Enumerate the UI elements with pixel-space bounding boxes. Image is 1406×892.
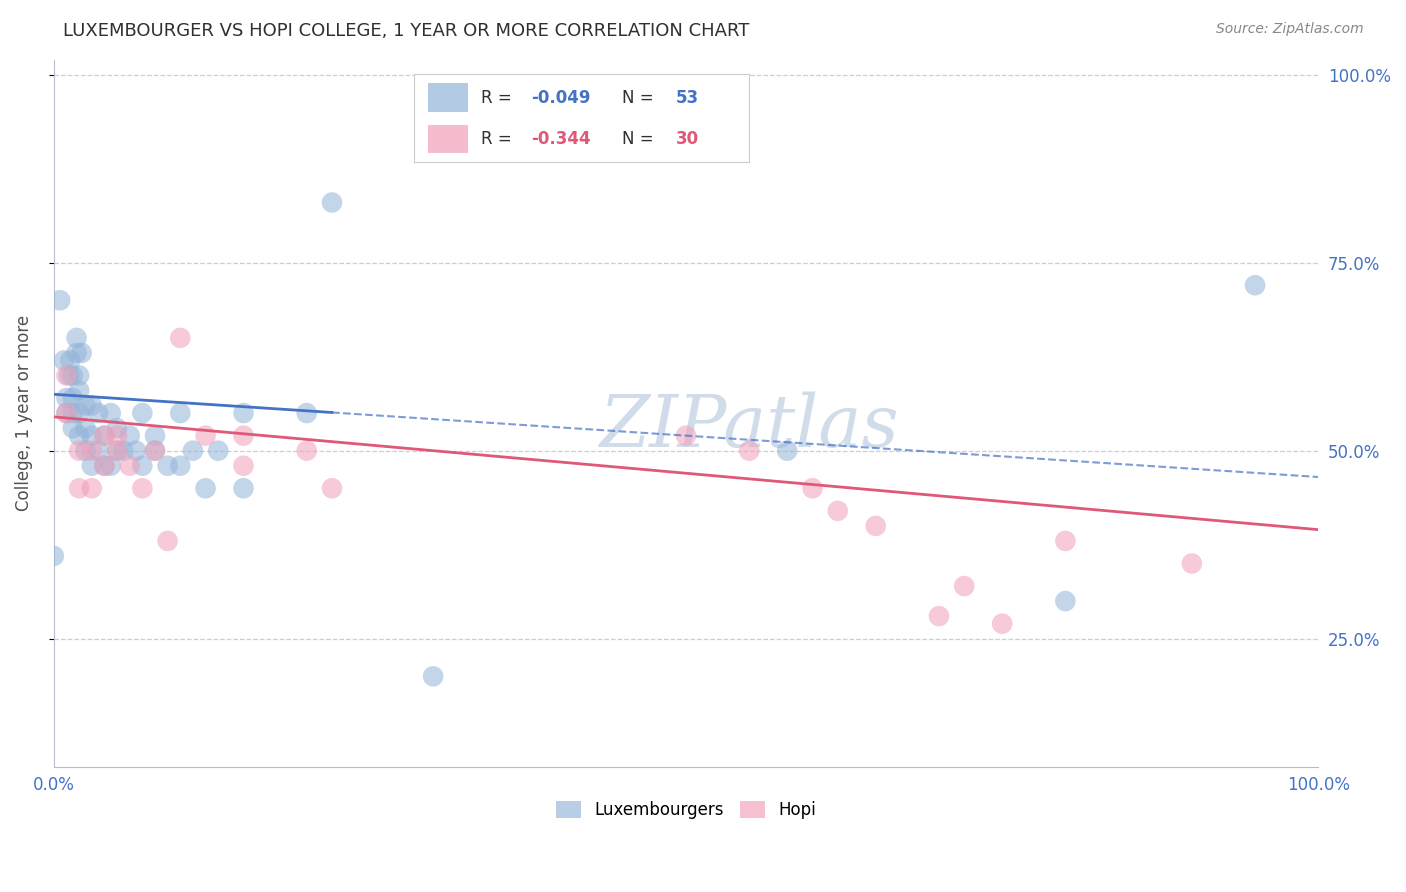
Point bbox=[55, 406, 77, 420]
Point bbox=[55, 391, 77, 405]
Point bbox=[80, 481, 103, 495]
Point bbox=[52, 353, 75, 368]
Point bbox=[105, 443, 128, 458]
Point bbox=[93, 458, 115, 473]
Point bbox=[991, 616, 1014, 631]
Point bbox=[118, 428, 141, 442]
Point bbox=[675, 428, 697, 442]
Point bbox=[156, 533, 179, 548]
Point bbox=[827, 504, 849, 518]
Point bbox=[232, 481, 254, 495]
Point bbox=[169, 458, 191, 473]
Point bbox=[93, 458, 115, 473]
Point bbox=[1244, 278, 1267, 293]
Y-axis label: College, 1 year or more: College, 1 year or more bbox=[15, 315, 32, 511]
Point bbox=[143, 443, 166, 458]
Point bbox=[55, 406, 77, 420]
Point bbox=[59, 353, 82, 368]
Point bbox=[67, 428, 90, 442]
Text: LUXEMBOURGER VS HOPI COLLEGE, 1 YEAR OR MORE CORRELATION CHART: LUXEMBOURGER VS HOPI COLLEGE, 1 YEAR OR … bbox=[63, 22, 749, 40]
Point bbox=[55, 368, 77, 383]
Point bbox=[65, 331, 87, 345]
Point bbox=[953, 579, 976, 593]
Point bbox=[321, 481, 343, 495]
Point bbox=[181, 443, 204, 458]
Point bbox=[105, 443, 128, 458]
Point bbox=[143, 443, 166, 458]
Point bbox=[131, 406, 153, 420]
Point bbox=[62, 406, 84, 420]
Point bbox=[169, 406, 191, 420]
Point bbox=[100, 458, 122, 473]
Point bbox=[75, 399, 97, 413]
Point bbox=[232, 458, 254, 473]
Point bbox=[87, 406, 110, 420]
Point bbox=[295, 443, 318, 458]
Point bbox=[232, 406, 254, 420]
Text: ZIPatlas: ZIPatlas bbox=[599, 392, 898, 462]
Point bbox=[70, 346, 93, 360]
Point bbox=[776, 443, 799, 458]
Point bbox=[65, 346, 87, 360]
Point bbox=[1054, 594, 1077, 608]
Point bbox=[62, 368, 84, 383]
Point bbox=[80, 458, 103, 473]
Point bbox=[801, 481, 824, 495]
Point bbox=[156, 458, 179, 473]
Point bbox=[125, 443, 148, 458]
Point bbox=[321, 195, 343, 210]
Point bbox=[105, 421, 128, 435]
Point bbox=[131, 481, 153, 495]
Point bbox=[105, 428, 128, 442]
Point bbox=[87, 443, 110, 458]
Point bbox=[1181, 557, 1204, 571]
Point bbox=[49, 293, 72, 308]
Point bbox=[75, 421, 97, 435]
Point bbox=[67, 406, 90, 420]
Point bbox=[422, 669, 444, 683]
Point bbox=[93, 428, 115, 442]
Point bbox=[42, 549, 65, 563]
Text: Source: ZipAtlas.com: Source: ZipAtlas.com bbox=[1216, 22, 1364, 37]
Point bbox=[232, 428, 254, 442]
Point bbox=[118, 458, 141, 473]
Point bbox=[93, 428, 115, 442]
Point bbox=[1054, 533, 1077, 548]
Point bbox=[194, 481, 217, 495]
Point bbox=[58, 368, 80, 383]
Point bbox=[67, 368, 90, 383]
Point bbox=[80, 428, 103, 442]
Point bbox=[207, 443, 229, 458]
Point bbox=[131, 458, 153, 473]
Point bbox=[62, 421, 84, 435]
Point bbox=[67, 481, 90, 495]
Point bbox=[865, 519, 887, 533]
Point bbox=[928, 609, 950, 624]
Point bbox=[169, 331, 191, 345]
Point bbox=[194, 428, 217, 442]
Legend: Luxembourgers, Hopi: Luxembourgers, Hopi bbox=[550, 794, 823, 825]
Point bbox=[295, 406, 318, 420]
Point bbox=[100, 406, 122, 420]
Point bbox=[75, 443, 97, 458]
Point bbox=[80, 443, 103, 458]
Point bbox=[67, 384, 90, 398]
Point bbox=[143, 428, 166, 442]
Point bbox=[112, 443, 135, 458]
Point bbox=[738, 443, 761, 458]
Point bbox=[80, 399, 103, 413]
Point bbox=[62, 391, 84, 405]
Point bbox=[67, 443, 90, 458]
